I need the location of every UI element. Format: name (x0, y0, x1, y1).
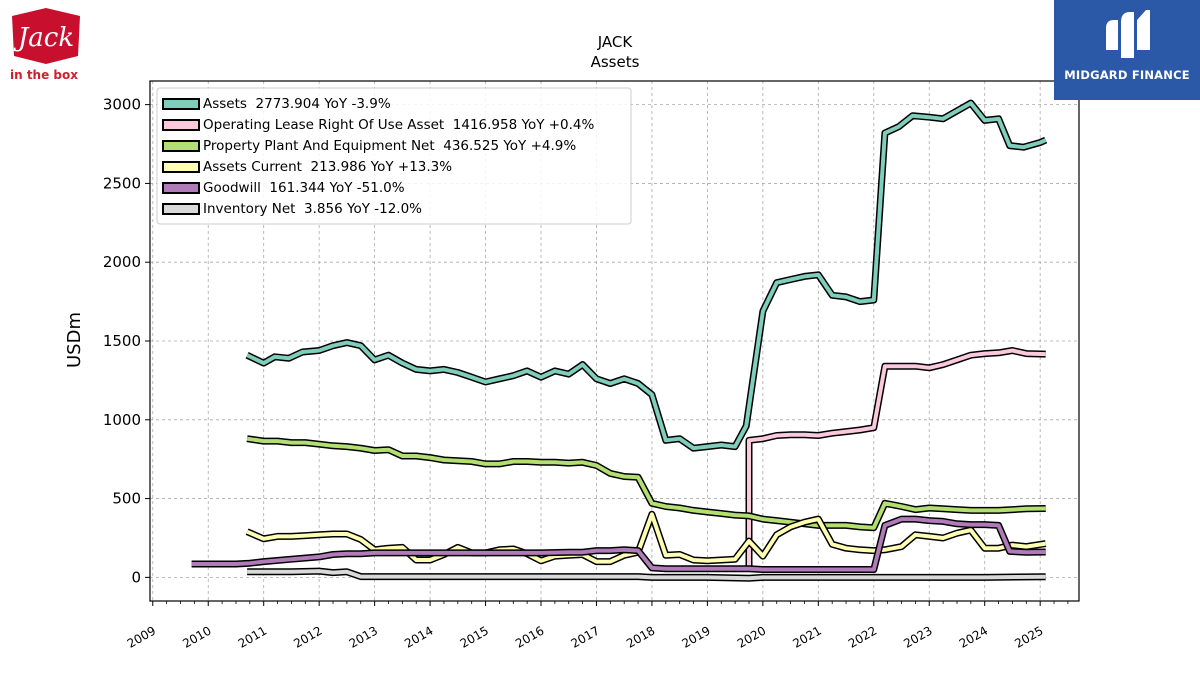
y-tick-label: 1000 (103, 411, 141, 429)
chart-title: JACK (597, 33, 634, 51)
x-tick-label: 2019 (679, 623, 712, 650)
series-assets-current (245, 510, 1047, 566)
legend-label: Operating Lease Right Of Use Asset 1416.… (203, 117, 595, 133)
legend-label: Property Plant And Equipment Net 436.525… (203, 138, 576, 154)
jack-logo-word: Jack (13, 23, 74, 53)
series-line (246, 512, 1047, 564)
y-tick-label: 500 (112, 490, 141, 508)
series-lines (191, 99, 1048, 582)
legend: Assets 2773.904 YoY -3.9% Operating Lease… (156, 87, 632, 225)
legend-label: Assets Current 213.986 YoY +13.3% (203, 159, 452, 175)
legend-box (156, 87, 632, 225)
legend-swatch (162, 119, 200, 131)
series-line-outline (191, 515, 1046, 573)
legend-swatch (162, 140, 200, 152)
legend-swatch (162, 182, 200, 194)
x-tick-label: 2024 (957, 623, 990, 650)
x-tick-label: 2009 (125, 623, 158, 650)
series-inventory-net (247, 567, 1046, 582)
grid-lines (150, 81, 1079, 601)
x-tick-label: 2016 (513, 623, 546, 650)
chart-subtitle: Assets (591, 53, 640, 71)
jack-in-the-box-logo: Jack in the box (6, 6, 84, 86)
y-axis-label: USDm (64, 312, 85, 368)
x-tick-label: 2020 (735, 623, 768, 650)
x-axis-ticks: 2009 2010 2011 2012 2013 2014 2015 2016 2017 2018… (125, 601, 1069, 651)
series-line (247, 569, 1046, 581)
y-tick-label: 2000 (103, 253, 141, 271)
x-tick-label: 2023 (901, 623, 934, 650)
legend-label: Goodwill 161.344 YoY -51.0% (203, 180, 405, 196)
x-tick-label: 2021 (790, 623, 823, 650)
series-property-plant-and-equipment-net (246, 435, 1046, 532)
y-tick-label: 2500 (103, 174, 141, 192)
legend-label: Inventory Net 3.856 YoY -12.0% (203, 201, 422, 217)
x-tick-label: 2018 (624, 623, 657, 650)
x-tick-label: 2017 (569, 623, 602, 650)
legend-label: Assets 2773.904 YoY -3.9% (203, 96, 391, 112)
jack-logo-subtext: in the box (9, 68, 78, 82)
jack-logo-mark: Jack (12, 8, 80, 64)
x-tick-label: 2011 (236, 623, 269, 650)
x-tick-label: 2025 (1012, 623, 1045, 650)
series-operating-lease-right-of-use-asset (745, 347, 1046, 568)
y-tick-label: 1500 (103, 332, 141, 350)
series-line (246, 101, 1047, 451)
y-tick-label: 0 (131, 568, 141, 586)
series-assets (245, 99, 1048, 452)
series-line-outline (246, 435, 1046, 532)
series-goodwill (191, 515, 1046, 573)
series-line (246, 436, 1046, 530)
series-line (191, 517, 1046, 572)
y-axis-ticks: 0 500 1000 1500 2000 2500 3000 (103, 96, 150, 586)
midgard-finance-logo: MIDGARD FINANCE (1054, 0, 1200, 100)
x-tick-label: 2022 (846, 623, 879, 650)
x-tick-label: 2012 (291, 623, 324, 650)
x-tick-label: 2010 (180, 623, 213, 650)
x-tick-label: 2013 (347, 623, 380, 650)
midgard-logo-text: MIDGARD FINANCE (1064, 68, 1190, 82)
legend-swatch (162, 98, 200, 110)
x-tick-label: 2015 (458, 623, 491, 650)
series-line (747, 348, 1046, 568)
midgard-logo-mark (1106, 10, 1150, 58)
y-tick-label: 3000 (103, 96, 141, 114)
legend-swatch (162, 203, 200, 215)
x-tick-label: 2014 (402, 623, 435, 650)
legend-swatch (162, 161, 200, 173)
